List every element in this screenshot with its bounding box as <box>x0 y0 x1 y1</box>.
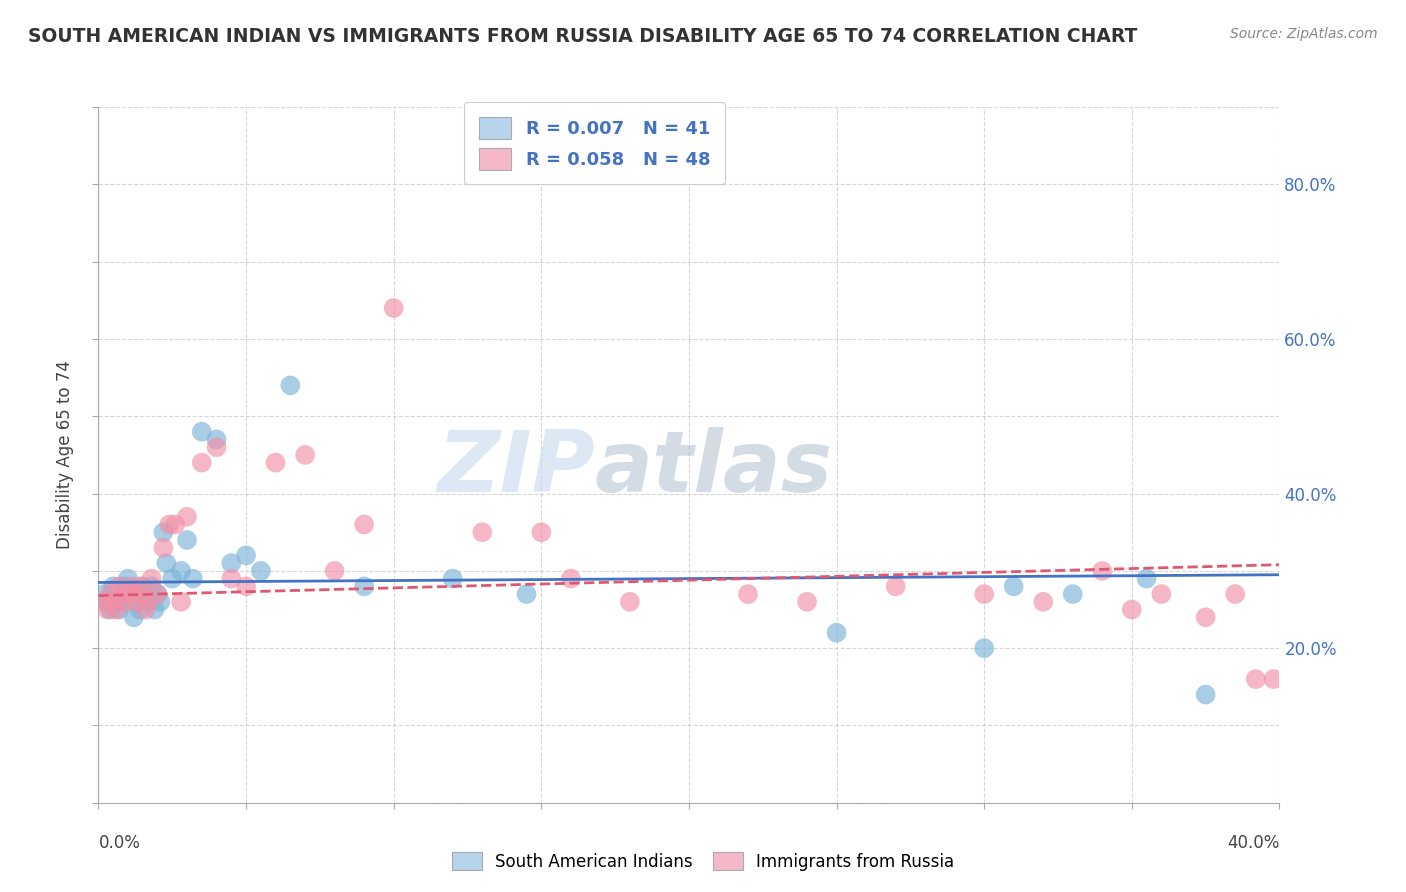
Point <box>103 595 125 609</box>
Point <box>1062 587 1084 601</box>
Point <box>1091 564 1114 578</box>
Legend: R = 0.007   N = 41, R = 0.058   N = 48: R = 0.007 N = 41, R = 0.058 N = 48 <box>464 103 724 184</box>
Text: 40.0%: 40.0% <box>1227 834 1279 852</box>
Point <box>205 440 228 454</box>
Point <box>146 587 169 601</box>
Point <box>149 595 172 609</box>
Point <box>1195 610 1218 624</box>
Point <box>98 587 121 601</box>
Point <box>157 517 180 532</box>
Point <box>219 572 242 586</box>
Point <box>1223 587 1246 601</box>
Point <box>105 595 128 609</box>
Point <box>117 572 139 586</box>
Text: atlas: atlas <box>595 427 832 510</box>
Point <box>93 587 115 601</box>
Point <box>128 602 150 616</box>
Point <box>125 595 148 609</box>
Point <box>825 625 848 640</box>
Point <box>120 579 142 593</box>
Point <box>114 579 136 593</box>
Text: 0.0%: 0.0% <box>98 834 141 852</box>
Point <box>191 456 214 470</box>
Point <box>619 595 641 609</box>
Point <box>323 564 346 578</box>
Point <box>382 301 405 315</box>
Point <box>471 525 494 540</box>
Point <box>138 595 160 609</box>
Legend: South American Indians, Immigrants from Russia: South American Indians, Immigrants from … <box>443 844 963 880</box>
Point <box>170 595 193 609</box>
Point <box>93 595 115 609</box>
Point <box>143 602 166 616</box>
Point <box>125 595 148 609</box>
Point <box>530 525 553 540</box>
Point <box>132 587 155 601</box>
Point <box>111 595 134 609</box>
Point <box>191 425 214 439</box>
Point <box>120 587 142 601</box>
Point <box>141 579 163 593</box>
Point <box>135 602 157 616</box>
Point <box>146 587 169 601</box>
Point <box>353 517 375 532</box>
Point <box>1263 672 1285 686</box>
Point <box>141 572 163 586</box>
Point <box>264 456 287 470</box>
Point <box>973 587 995 601</box>
Point <box>152 525 174 540</box>
Point <box>973 641 995 656</box>
Point <box>1032 595 1054 609</box>
Text: SOUTH AMERICAN INDIAN VS IMMIGRANTS FROM RUSSIA DISABILITY AGE 65 TO 74 CORRELAT: SOUTH AMERICAN INDIAN VS IMMIGRANTS FROM… <box>28 27 1137 45</box>
Point <box>96 595 118 609</box>
Point <box>176 533 198 547</box>
Point <box>108 602 131 616</box>
Point <box>135 587 157 601</box>
Point <box>103 579 125 593</box>
Point <box>205 433 228 447</box>
Point <box>515 587 537 601</box>
Point <box>353 579 375 593</box>
Point <box>1150 587 1173 601</box>
Point <box>796 595 818 609</box>
Point <box>560 572 582 586</box>
Point <box>737 587 759 601</box>
Text: ZIP: ZIP <box>437 427 595 510</box>
Point <box>98 602 121 616</box>
Point <box>219 556 242 570</box>
Point <box>138 595 160 609</box>
Point <box>162 572 183 586</box>
Y-axis label: Disability Age 65 to 74: Disability Age 65 to 74 <box>56 360 75 549</box>
Point <box>884 579 907 593</box>
Point <box>96 602 118 616</box>
Point <box>1002 579 1025 593</box>
Point <box>1135 572 1157 586</box>
Point <box>278 378 302 392</box>
Point <box>176 509 198 524</box>
Point <box>108 579 131 593</box>
Point <box>1121 602 1143 616</box>
Point <box>117 587 139 601</box>
Point <box>132 579 155 593</box>
Point <box>152 541 174 555</box>
Point <box>235 579 257 593</box>
Point <box>155 556 177 570</box>
Point <box>441 572 464 586</box>
Point <box>1244 672 1267 686</box>
Point <box>105 602 128 616</box>
Point <box>122 587 145 601</box>
Point <box>128 579 150 593</box>
Point <box>250 564 273 578</box>
Point <box>165 517 187 532</box>
Point <box>181 572 204 586</box>
Point <box>170 564 193 578</box>
Point <box>122 610 145 624</box>
Text: Source: ZipAtlas.com: Source: ZipAtlas.com <box>1230 27 1378 41</box>
Point <box>1195 688 1218 702</box>
Point <box>235 549 257 563</box>
Point <box>111 587 134 601</box>
Point <box>294 448 316 462</box>
Point <box>114 595 136 609</box>
